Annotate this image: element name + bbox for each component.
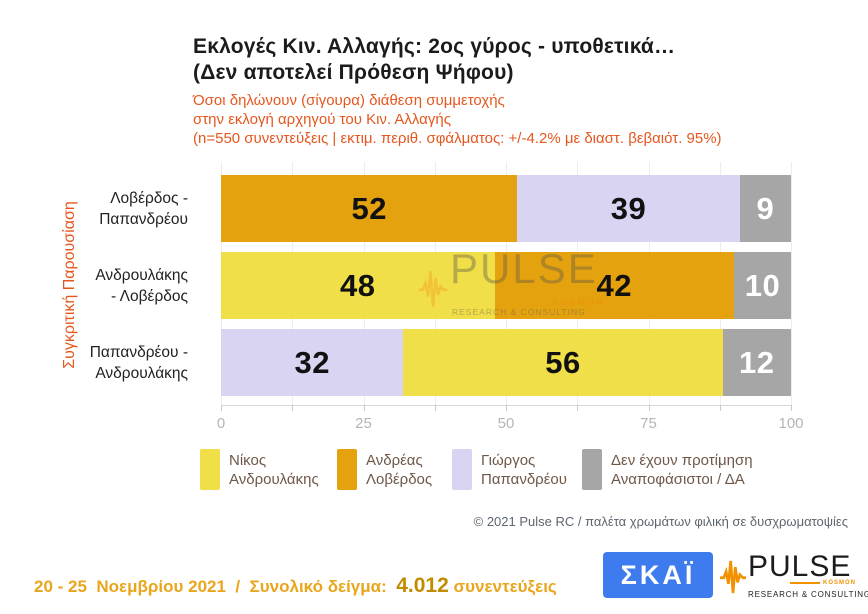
category-label-line: Ανδρουλάκης (95, 266, 188, 284)
legend-label-line1: Νίκος (229, 451, 267, 469)
bar-row: 48 42 10 (221, 252, 791, 319)
bar-segment: 10 (733, 252, 791, 319)
legend-label: Νίκος Ανδρουλάκης (229, 451, 319, 489)
axis-tick (577, 405, 579, 411)
bar-row: 52 39 9 (221, 175, 791, 242)
legend-label-line2: Λοβέρδος (366, 470, 433, 488)
legend-swatch (452, 449, 472, 490)
pulse-logo-subtitle: RESEARCH & CONSULTING (748, 590, 868, 599)
category-label-line: Λοβέρδος - (110, 189, 188, 207)
legend-swatch (337, 449, 357, 490)
bar-value-label: 10 (744, 267, 781, 303)
axis-tick (791, 405, 792, 411)
chart-subtitle-line2: στην εκλογή αρχηγού του Κιν. Αλλαγής (193, 111, 451, 128)
bar-row: 32 56 12 (221, 329, 791, 396)
bar-segment: 39 (517, 175, 740, 242)
bar-segment: 42 (494, 252, 734, 319)
bar-value-label: 32 (294, 344, 330, 380)
category-label-line: Παπανδρέου - (89, 343, 188, 361)
skai-logo: ΣΚΑΪ (603, 552, 713, 598)
category-label: Ανδρουλάκης - Λοβέρδος (28, 252, 188, 319)
axis-tick-label: 100 (778, 415, 804, 432)
bar-value-label: 48 (340, 267, 376, 303)
category-label: Λοβέρδος - Παπανδρέου (28, 175, 188, 242)
plot-area: 0 25 50 75 100 52 39 9 48 42 10 32 56 12 (217, 162, 804, 432)
sample-size: 4.012 (396, 574, 449, 597)
legend-label-line2: Αναποφάσιστοι / ΔΑ (611, 470, 745, 488)
legend-label-line1: Ανδρέας (366, 451, 423, 469)
survey-date-prefix: 20 - 25 Νοεμβρίου 2021 / Συνολικό δείγμα… (34, 577, 397, 596)
chart-legend: Νίκος Ανδρουλάκης Ανδρέας Λοβέρδος Γιώργος Πα… (0, 449, 868, 501)
legend-label: Ανδρέας Λοβέρδος (366, 451, 432, 489)
bar-value-label: 12 (739, 344, 775, 380)
axis-tick-label: 75 (640, 415, 657, 432)
bar-segment: 32 (221, 329, 404, 396)
axis-tick-label: 25 (355, 415, 372, 432)
axis-tick (648, 405, 650, 411)
bar-value-label: 9 (756, 190, 775, 226)
category-label-line: Παπανδρέου (99, 210, 188, 228)
heartbeat-icon (720, 560, 746, 594)
chart-title: Εκλογές Κιν. Αλλαγής: 2ος γύρος - υποθετ… (193, 34, 722, 86)
legend-swatch (582, 449, 602, 490)
axis-tick (719, 405, 721, 411)
skai-logo-text: ΣΚΑΪ (620, 559, 696, 590)
legend-item: Ανδρέας Λοβέρδος (337, 449, 432, 490)
legend-label: Γιώργος Παπανδρέου (481, 451, 567, 489)
pulse-logo: PULSE KOSMON RESEARCH & CONSULTING (720, 550, 868, 602)
legend-label-line1: Δεν έχουν προτίμηση (611, 451, 753, 469)
axis-tick (221, 405, 222, 411)
tagline-rule (790, 582, 820, 584)
copyright-note: © 2021 Pulse RC / παλέτα χρωμάτων φιλική… (473, 514, 848, 529)
legend-swatch (200, 449, 220, 490)
pulse-logo-tagline: KOSMON (790, 580, 856, 586)
bar-segment: 9 (739, 175, 791, 242)
axis-tick-label: 50 (497, 415, 515, 432)
legend-item: Δεν έχουν προτίμηση Αναποφάσιστοι / ΔΑ (582, 449, 753, 490)
legend-item: Γιώργος Παπανδρέου (452, 449, 567, 490)
axis-tick (292, 405, 294, 411)
category-label-line: Ανδρουλάκης (95, 364, 188, 382)
survey-date-suffix: συνεντεύξεις (448, 577, 557, 596)
legend-label: Δεν έχουν προτίμηση Αναποφάσιστοι / ΔΑ (611, 451, 753, 489)
category-label-line: - Λοβέρδος (111, 287, 188, 305)
bar-value-label: 39 (610, 190, 647, 226)
chart-subtitle-line3: (n=550 συνεντεύξεις | εκτιμ. περιθ. σφάλ… (193, 130, 722, 147)
bar-value-label: 52 (351, 190, 387, 226)
legend-item: Νίκος Ανδρουλάκης (200, 449, 319, 490)
axis-tick (363, 405, 365, 411)
legend-label-line1: Γιώργος (481, 451, 536, 469)
gridline (791, 162, 792, 405)
bar-segment: 56 (403, 329, 723, 396)
bar-segment: 52 (221, 175, 518, 242)
axis-tick (434, 405, 436, 411)
category-labels: Λοβέρδος - Παπανδρέου Ανδρουλάκης - Λοβέρδο… (28, 162, 188, 405)
bar-value-label: 42 (596, 267, 633, 303)
bar-value-label: 56 (545, 344, 581, 380)
pulse-logo-tag-text: KOSMON (823, 580, 856, 586)
chart-title-line2: (Δεν αποτελεί Πρόθεση Ψήφου) (193, 61, 514, 84)
survey-date-line: 20 - 25 Νοεμβρίου 2021 / Συνολικό δείγμα… (34, 574, 557, 598)
category-label: Παπανδρέου - Ανδρουλάκης (28, 329, 188, 396)
bar-segment: 12 (722, 329, 791, 396)
legend-label-line2: Ανδρουλάκης (229, 470, 319, 488)
legend-label-line2: Παπανδρέου (481, 470, 567, 488)
chart-title-line1: Εκλογές Κιν. Αλλαγής: 2ος γύρος - υποθετ… (193, 35, 676, 58)
chart-subtitle-line1: Όσοι δηλώνουν (σίγουρα) διάθεση συμμετοχ… (193, 92, 505, 109)
pulse-logo-text: PULSE (748, 550, 852, 583)
axis-tick-label: 0 (216, 415, 226, 432)
bar-segment: 48 (221, 252, 495, 319)
axis-tick (506, 405, 507, 411)
chart-header: Εκλογές Κιν. Αλλαγής: 2ος γύρος - υποθετ… (193, 34, 722, 148)
chart-subtitle: Όσοι δηλώνουν (σίγουρα) διάθεση συμμετοχ… (193, 91, 722, 148)
